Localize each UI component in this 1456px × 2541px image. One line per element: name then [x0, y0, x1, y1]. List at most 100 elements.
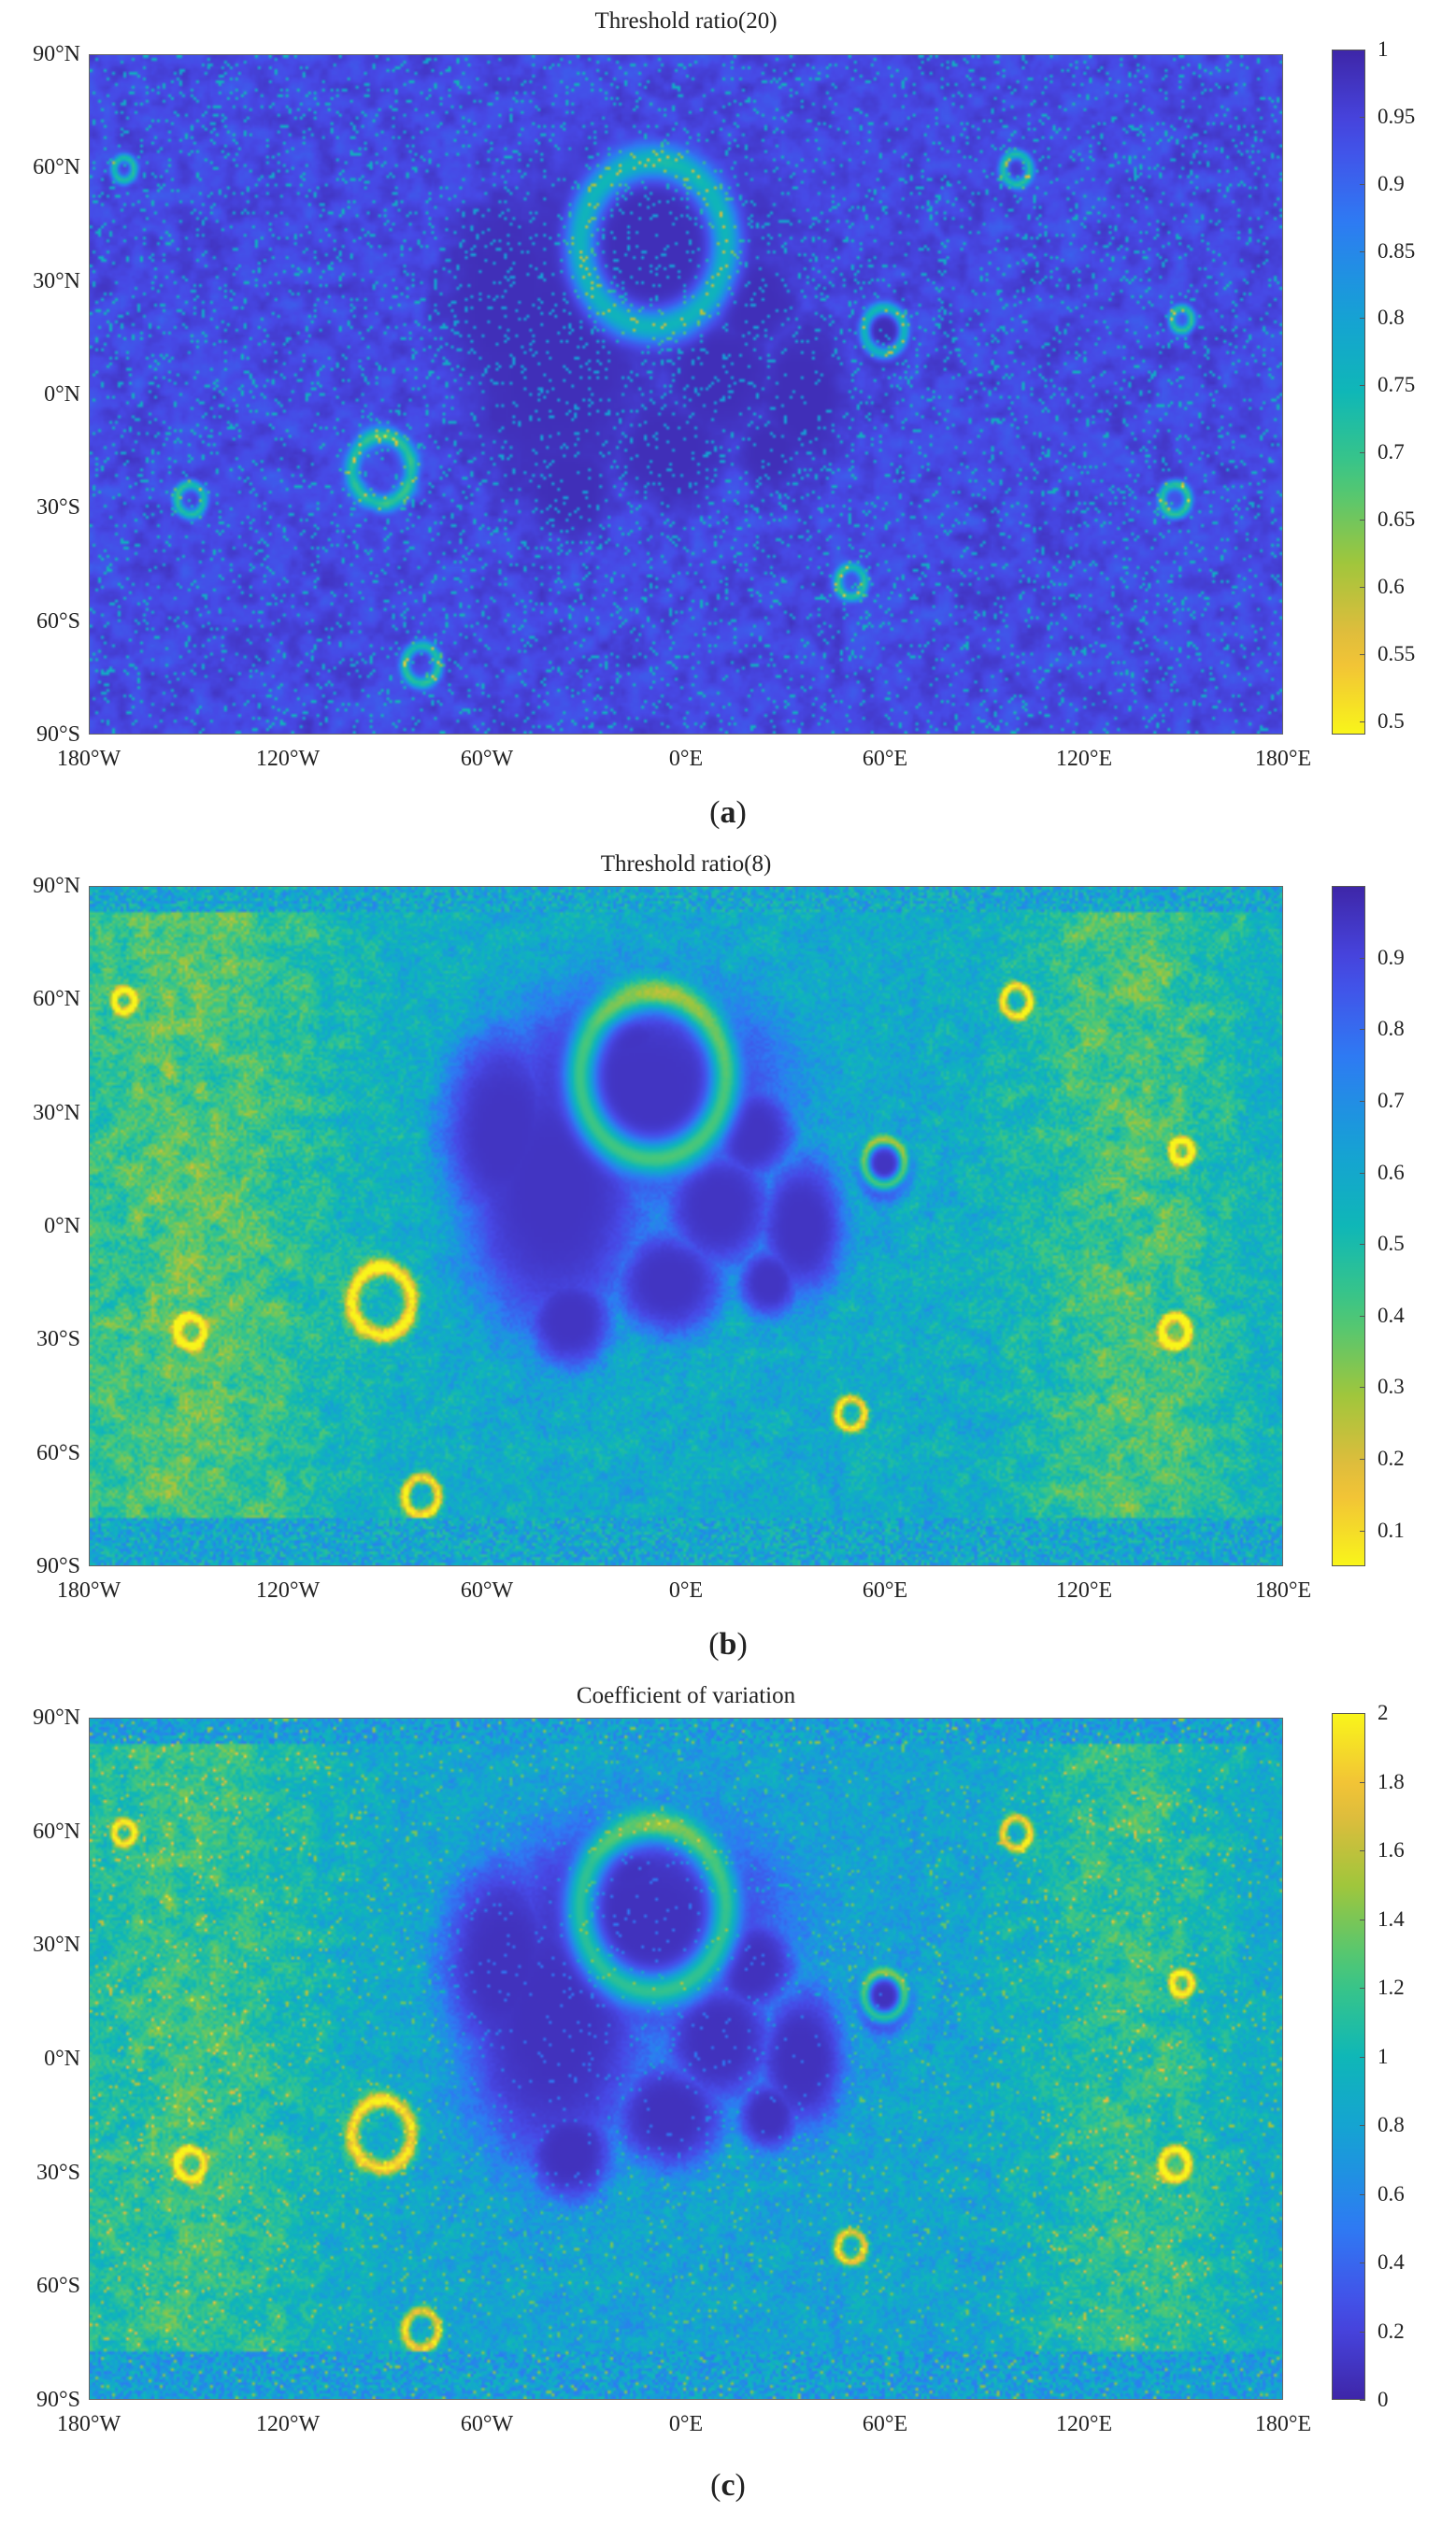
colorbar: [1332, 50, 1365, 735]
x-tick-label: 180°W: [56, 747, 121, 771]
y-tick-label: 90°S: [36, 1554, 80, 1578]
colorbar-tick-label: 0.9: [1377, 945, 1405, 969]
y-tick-label: 30°S: [36, 495, 80, 521]
colorbar-tick-label: 0.75: [1377, 373, 1416, 397]
y-tick-label: 60°N: [33, 987, 80, 1012]
panel-letter: c: [721, 2468, 735, 2503]
colorbar-tick-mark: [1360, 385, 1365, 387]
colorbar-tick-mark: [1360, 721, 1365, 722]
y-tick-label: 0°N: [44, 1214, 80, 1238]
y-tick-label: 60°S: [36, 1440, 80, 1465]
map-image: [89, 886, 1283, 1566]
colorbar-tick-mark: [1360, 2193, 1365, 2195]
map-image: [89, 1718, 1283, 2400]
x-tick-label: 60°W: [460, 747, 514, 771]
colorbar-tick-label: 0.8: [1377, 2113, 1405, 2136]
colorbar-tick-label: 1: [1377, 2044, 1389, 2068]
y-tick-label: 0°N: [44, 382, 80, 407]
map-image: [89, 54, 1283, 735]
colorbar-tick-label: 0.2: [1377, 2319, 1405, 2343]
map-title: Threshold ratio(20): [594, 8, 778, 34]
colorbar-tick-label: 0.65: [1377, 507, 1416, 532]
panel-caption: (a): [709, 795, 747, 830]
colorbar-tick-label: 0.3: [1377, 1375, 1405, 1399]
colorbar-tick-mark: [1360, 1781, 1365, 1783]
colorbar-tick-label: 0.85: [1377, 238, 1416, 263]
y-tick-label: 90°N: [33, 874, 80, 898]
x-tick-label: 180°E: [1254, 2412, 1312, 2436]
colorbar-tick-label: 1.8: [1377, 1769, 1405, 1793]
colorbar-tick-mark: [1360, 183, 1365, 185]
y-tick-label: 30°N: [33, 1100, 80, 1125]
colorbar-tick-label: 0.7: [1377, 440, 1405, 464]
x-tick-label: 120°E: [1055, 747, 1113, 771]
colorbar-tick-mark: [1360, 1029, 1365, 1031]
colorbar-tick-label: 0.8: [1377, 306, 1405, 330]
colorbar: [1332, 886, 1365, 1566]
colorbar-tick-label: 0.6: [1377, 574, 1405, 598]
colorbar-tick-mark: [1360, 1988, 1365, 1989]
y-tick-label: 30°S: [36, 2160, 80, 2185]
colorbar-tick-label: 0.6: [1377, 2181, 1405, 2206]
lunar-map-raster: [90, 1719, 1282, 2399]
colorbar-tick-mark: [1360, 520, 1365, 521]
panel-caption: (c): [710, 2468, 746, 2503]
x-tick-label: 180°E: [1254, 1578, 1312, 1603]
map-title: Threshold ratio(8): [600, 851, 772, 877]
colorbar-tick-label: 0: [1377, 2388, 1389, 2411]
x-tick-label: 60°W: [460, 2412, 514, 2436]
x-tick-label: 60°E: [862, 2412, 908, 2436]
x-tick-label: 0°E: [668, 747, 704, 771]
x-tick-label: 120°W: [255, 747, 321, 771]
colorbar-tick-mark: [1360, 2400, 1365, 2401]
colorbar-tick-mark: [1360, 1172, 1365, 1174]
colorbar-tick-label: 2: [1377, 1701, 1389, 1724]
colorbar-tick-mark: [1360, 116, 1365, 118]
x-tick-label: 0°E: [668, 2412, 704, 2436]
lunar-map-raster: [90, 55, 1282, 734]
colorbar-tick-label: 0.5: [1377, 1232, 1405, 1256]
y-tick-label: 60°S: [36, 2274, 80, 2299]
x-tick-label: 120°E: [1055, 2412, 1113, 2436]
map-title: Coefficient of variation: [576, 1683, 796, 1708]
panel-letter: a: [720, 795, 736, 830]
colorbar-tick-label: 1: [1377, 37, 1389, 61]
colorbar-tick-mark: [1360, 1713, 1365, 1714]
panel-letter: b: [719, 1627, 737, 1662]
colorbar-tick-label: 0.4: [1377, 1303, 1405, 1327]
x-tick-label: 180°W: [56, 2412, 121, 2436]
colorbar-tick-mark: [1360, 957, 1365, 959]
colorbar-tick-label: 0.8: [1377, 1017, 1405, 1041]
colorbar-tick-mark: [1360, 1387, 1365, 1389]
x-tick-label: 60°E: [862, 747, 908, 771]
colorbar-tick-label: 1.4: [1377, 1906, 1405, 1931]
y-tick-label: 60°S: [36, 608, 80, 634]
lunar-map-raster: [90, 887, 1282, 1565]
colorbar-tick-label: 0.55: [1377, 641, 1416, 665]
colorbar-tick-mark: [1360, 1459, 1365, 1461]
colorbar-tick-label: 0.95: [1377, 104, 1416, 128]
y-tick-label: 60°N: [33, 155, 80, 180]
colorbar-tick-label: 0.2: [1377, 1447, 1405, 1471]
x-tick-label: 0°E: [668, 1578, 704, 1603]
colorbar-tick-mark: [1360, 2056, 1365, 2058]
x-tick-label: 180°E: [1254, 747, 1312, 771]
y-tick-label: 90°N: [33, 42, 80, 66]
x-tick-label: 120°W: [255, 1578, 321, 1603]
x-tick-label: 120°E: [1055, 1578, 1113, 1603]
colorbar-tick-mark: [1360, 1530, 1365, 1532]
colorbar-tick-mark: [1360, 1100, 1365, 1102]
x-tick-label: 180°W: [56, 1578, 121, 1603]
y-tick-label: 60°N: [33, 1819, 80, 1844]
y-tick-label: 30°N: [33, 1933, 80, 1958]
colorbar-tick-mark: [1360, 1315, 1365, 1317]
colorbar-tick-mark: [1360, 2125, 1365, 2126]
colorbar-tick-label: 0.5: [1377, 708, 1405, 733]
colorbar-tick-label: 0.6: [1377, 1160, 1405, 1184]
y-tick-label: 90°S: [36, 2388, 80, 2412]
y-tick-label: 0°N: [44, 2047, 80, 2071]
panel-caption: (b): [708, 1627, 748, 1662]
x-tick-label: 60°E: [862, 1578, 908, 1603]
colorbar-tick-mark: [1360, 2331, 1365, 2333]
colorbar-tick-label: 0.9: [1377, 171, 1405, 195]
